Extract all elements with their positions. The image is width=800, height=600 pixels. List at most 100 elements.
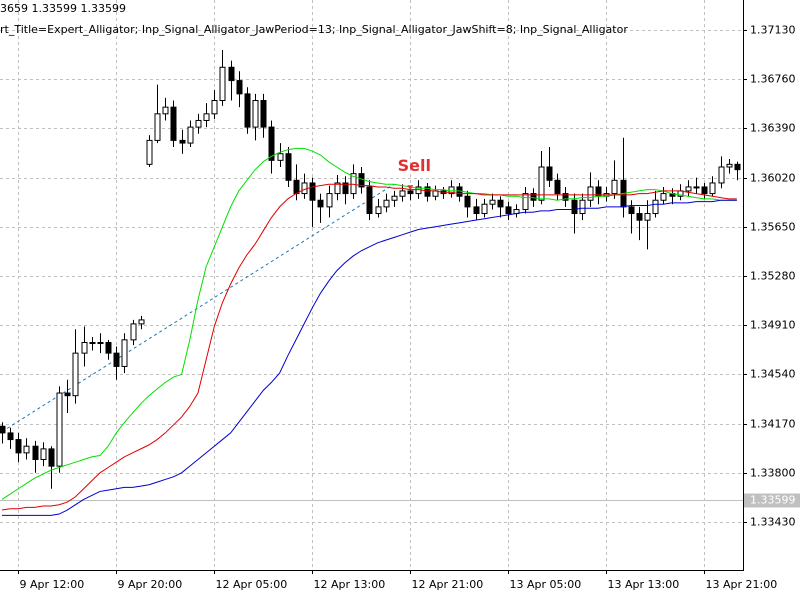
x-tick-label: 12 Apr 05:00 [216, 578, 288, 591]
y-tick-label: 1.37130 [750, 24, 796, 37]
candle-body [734, 163, 741, 171]
candle-body [391, 195, 398, 201]
candle-body [562, 193, 569, 201]
y-tick-label: 1.35280 [750, 270, 796, 283]
candle-body [350, 173, 357, 195]
candle-body [685, 186, 692, 192]
grid [0, 0, 743, 570]
candle-body [236, 80, 243, 95]
candle-body [7, 432, 14, 441]
candle-body [32, 445, 39, 461]
candle-body [481, 203, 488, 215]
candle-body [644, 213, 651, 221]
candle-body [489, 199, 496, 205]
candle-body [277, 153, 284, 161]
candle-body [97, 342, 104, 345]
candle-body [546, 166, 553, 181]
candle-body [121, 339, 128, 367]
x-tick-label: 13 Apr 21:00 [706, 578, 778, 591]
y-tick-label: 1.34910 [750, 319, 796, 332]
candle-body [693, 186, 700, 189]
candle-body [301, 182, 308, 195]
candle-body [146, 139, 153, 165]
candle-body [375, 206, 382, 215]
candle-body [530, 193, 537, 201]
header-line: 3659 1.33599 1.33599 [0, 2, 126, 15]
axes: 1.37130 1.36760 1.36390 1.36020 1.35650 1.352… [18, 24, 800, 591]
y-tick-label: 1.36390 [750, 122, 796, 135]
candle-body [268, 126, 275, 161]
candle-body [244, 93, 251, 128]
candle-body [407, 190, 414, 195]
candle-body [113, 352, 120, 367]
candle-body [138, 319, 145, 325]
x-tick-label: 9 Apr 12:00 [20, 578, 85, 591]
candle-body [587, 186, 594, 201]
x-tick-label: 13 Apr 13:00 [608, 578, 680, 591]
x-tick-label: 12 Apr 21:00 [412, 578, 484, 591]
candle-body [473, 206, 480, 215]
candle-body [0, 425, 6, 434]
candle-body [252, 100, 259, 128]
candle-body [260, 100, 267, 128]
indicator-line [2, 199, 737, 516]
candle-body [701, 186, 708, 195]
candle-body [522, 193, 529, 211]
x-tick-label: 13 Apr 05:00 [510, 578, 582, 591]
candle-body [15, 439, 22, 454]
candle-body [72, 352, 79, 397]
candle-body [709, 182, 716, 195]
y-tick-label: 1.35650 [750, 221, 796, 234]
plot: Sell [0, 49, 741, 516]
candle-body [179, 139, 186, 144]
candle-body [195, 119, 202, 128]
y-tick-label: 1.34540 [750, 368, 796, 381]
candle-body [571, 199, 578, 215]
sell-label: Sell [398, 156, 431, 175]
candle-body [162, 106, 169, 115]
candle-body [211, 100, 218, 115]
trend-line [1, 183, 395, 433]
candle-body [660, 193, 667, 201]
candle-body [219, 66, 226, 102]
candle-body [399, 190, 406, 197]
candle-body [334, 182, 341, 195]
candle-body [726, 163, 733, 168]
candle-body [154, 113, 161, 141]
candle-body [285, 153, 292, 181]
candle-body [383, 199, 390, 208]
candle-body [579, 199, 586, 215]
candle-body [293, 179, 300, 195]
candle-body [628, 206, 635, 215]
candle-body [538, 166, 545, 201]
candle-body [718, 166, 725, 184]
candle-body [317, 199, 324, 208]
candle-body [56, 392, 63, 467]
candle-body [424, 186, 431, 197]
candle-body [497, 199, 504, 208]
candle-body [105, 342, 112, 354]
x-tick-label: 9 Apr 20:00 [118, 578, 183, 591]
y-tick-label: 1.33430 [750, 516, 796, 529]
y-tick-label: 1.33800 [750, 467, 796, 480]
candle-body [89, 342, 96, 345]
x-tick-label: 12 Apr 13:00 [314, 578, 386, 591]
candle-body [652, 199, 659, 215]
candle-body [228, 66, 235, 82]
y-tick-label: 1.36020 [750, 172, 796, 185]
candle-body [505, 206, 512, 215]
candle-body [48, 448, 55, 467]
candle-body [342, 182, 349, 195]
candle-body [170, 106, 177, 141]
candle-body [366, 186, 373, 215]
candle-body [81, 342, 88, 354]
candle-body [636, 213, 643, 221]
candle-body [40, 448, 47, 461]
candle-body [64, 392, 71, 397]
sell-marker [407, 185, 414, 191]
header-line: rt_Title=Expert_Alligator; Inp_Signal_Al… [0, 23, 628, 36]
current-price-label: 1.33599 [750, 494, 796, 507]
